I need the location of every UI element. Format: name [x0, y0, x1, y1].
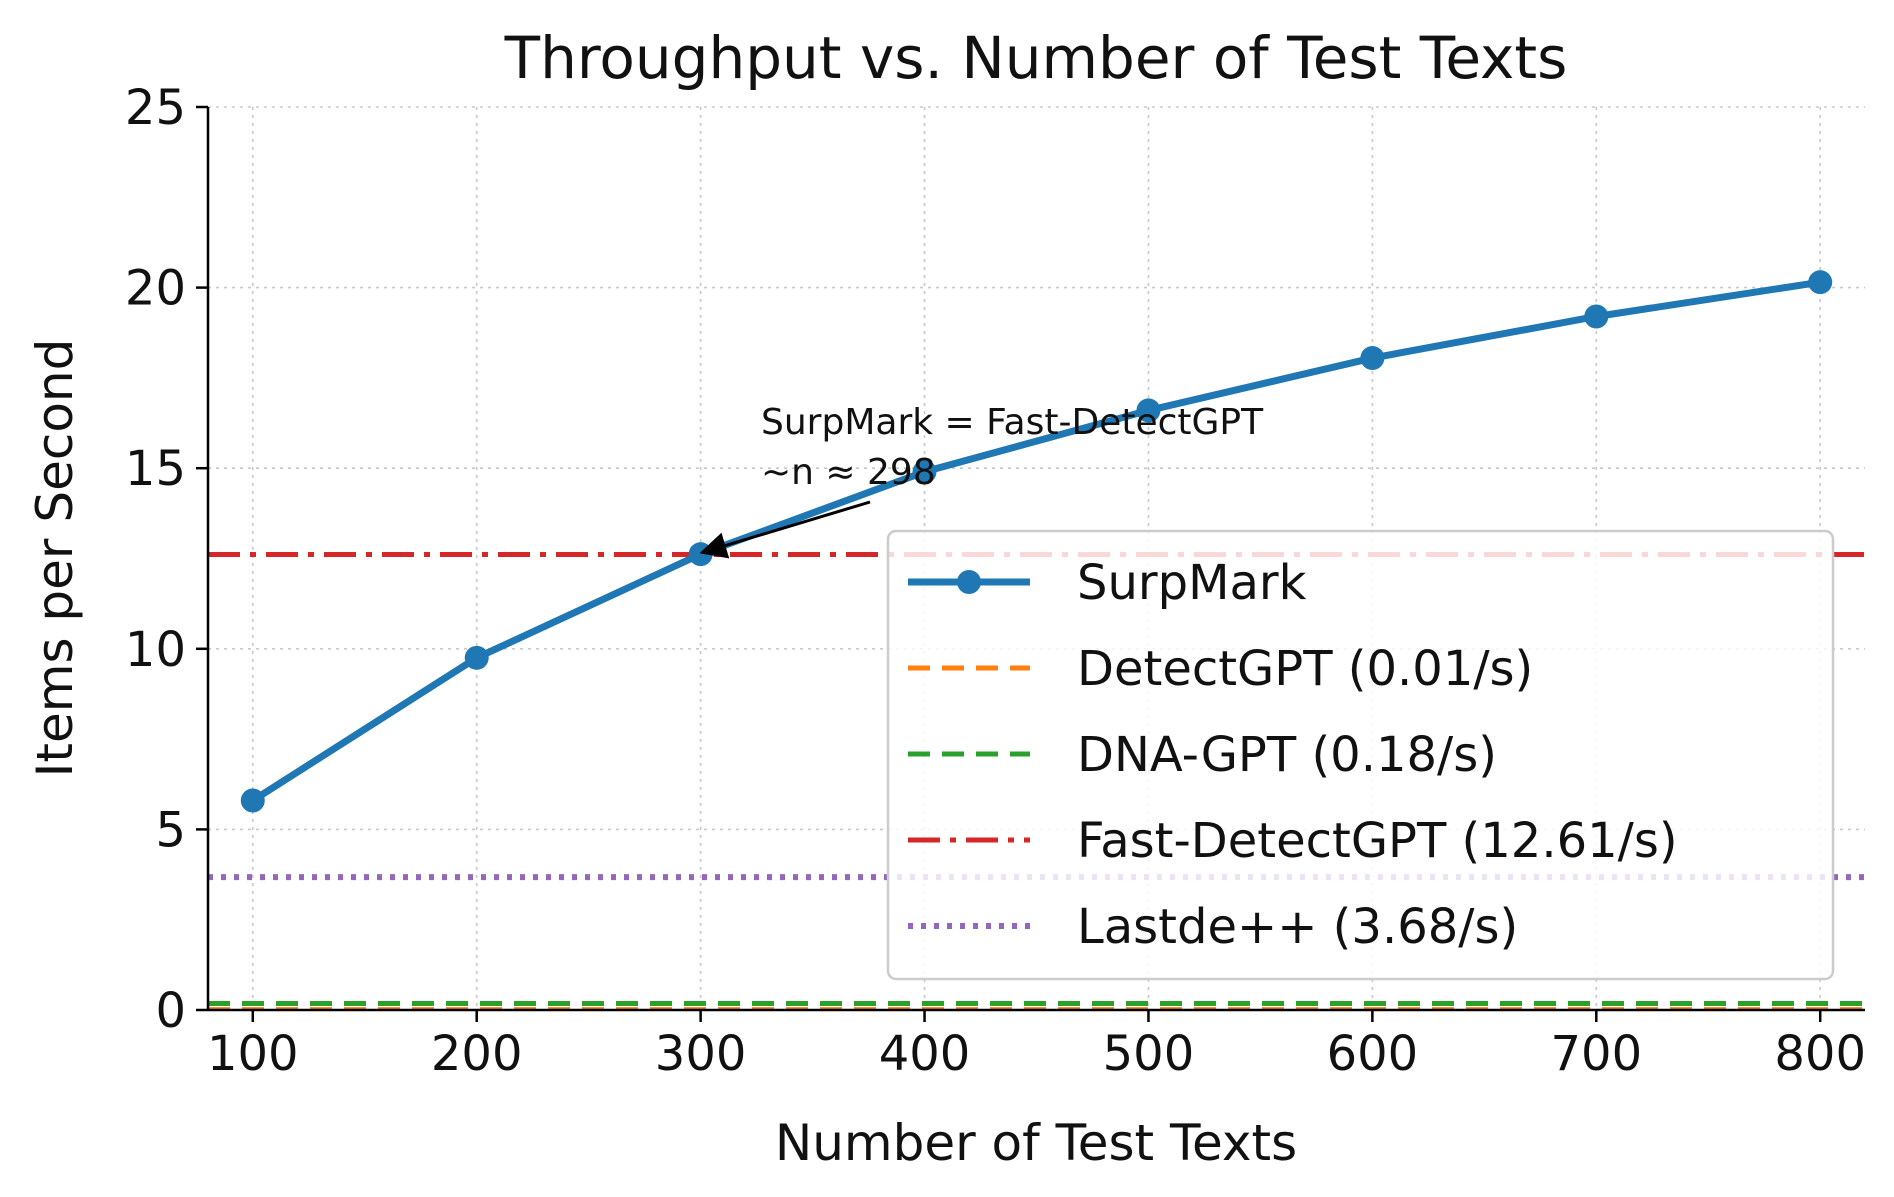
- x-tick-label: 100: [207, 1026, 299, 1082]
- x-tick-label: 400: [879, 1026, 971, 1082]
- x-tick-label: 200: [431, 1026, 523, 1082]
- data-point: [1136, 398, 1161, 423]
- y-tick-label: 0: [155, 983, 186, 1039]
- legend-box: [886, 529, 1835, 981]
- x-tick-label: 600: [1327, 1026, 1419, 1082]
- legend-label-1: DetectGPT (0.01/s): [1077, 641, 1533, 697]
- x-tick-label: 700: [1550, 1026, 1642, 1082]
- data-point: [688, 542, 713, 567]
- legend-label-0: SurpMark: [1077, 555, 1307, 611]
- y-axis-ticks: 0 5 10 15 20 25: [125, 80, 208, 1039]
- data-point: [912, 459, 937, 484]
- legend-label-2: DNA-GPT (0.18/s): [1077, 727, 1497, 783]
- x-axis-ticks: 100 200 300 400 500 600 700 800: [207, 1010, 1866, 1082]
- data-point: [240, 788, 265, 813]
- chart-title: Throughput vs. Number of Test Texts: [504, 24, 1568, 92]
- annotation-arrow: [699, 500, 871, 559]
- annotation-line-1: SurpMark = Fast-DetectGPT: [761, 402, 1264, 443]
- y-axis-label: Items per Second: [26, 339, 84, 778]
- data-point: [1808, 270, 1833, 295]
- annotation-line-2: ~n ≈ 298: [761, 452, 936, 493]
- x-tick-label: 500: [1103, 1026, 1195, 1082]
- series-line-0: [249, 278, 1824, 805]
- y-tick-label: 15: [125, 441, 186, 497]
- data-point: [1584, 304, 1609, 329]
- y-tick-label: 20: [125, 261, 186, 317]
- x-tick-label: 800: [1774, 1026, 1866, 1082]
- data-point: [464, 645, 489, 670]
- y-tick-label: 25: [125, 80, 186, 136]
- series-lines: [249, 278, 1824, 805]
- legend-label-4: Lastde++ (3.68/s): [1077, 899, 1518, 955]
- series-markers: [240, 270, 1833, 813]
- y-tick-label: 5: [155, 802, 186, 858]
- legend: SurpMark DetectGPT (0.01/s) DNA-GPT (0.18/…: [886, 529, 1835, 981]
- legend-marker: [957, 570, 981, 594]
- y-tick-label: 10: [125, 622, 186, 678]
- data-point: [1360, 346, 1385, 371]
- crossover-annotation: SurpMark = Fast-DetectGPT ~n ≈ 298: [699, 402, 1264, 559]
- x-axis-label: Number of Test Texts: [775, 1114, 1297, 1172]
- legend-label-3: Fast-DetectGPT (12.61/s): [1077, 813, 1678, 869]
- x-tick-label: 300: [655, 1026, 747, 1082]
